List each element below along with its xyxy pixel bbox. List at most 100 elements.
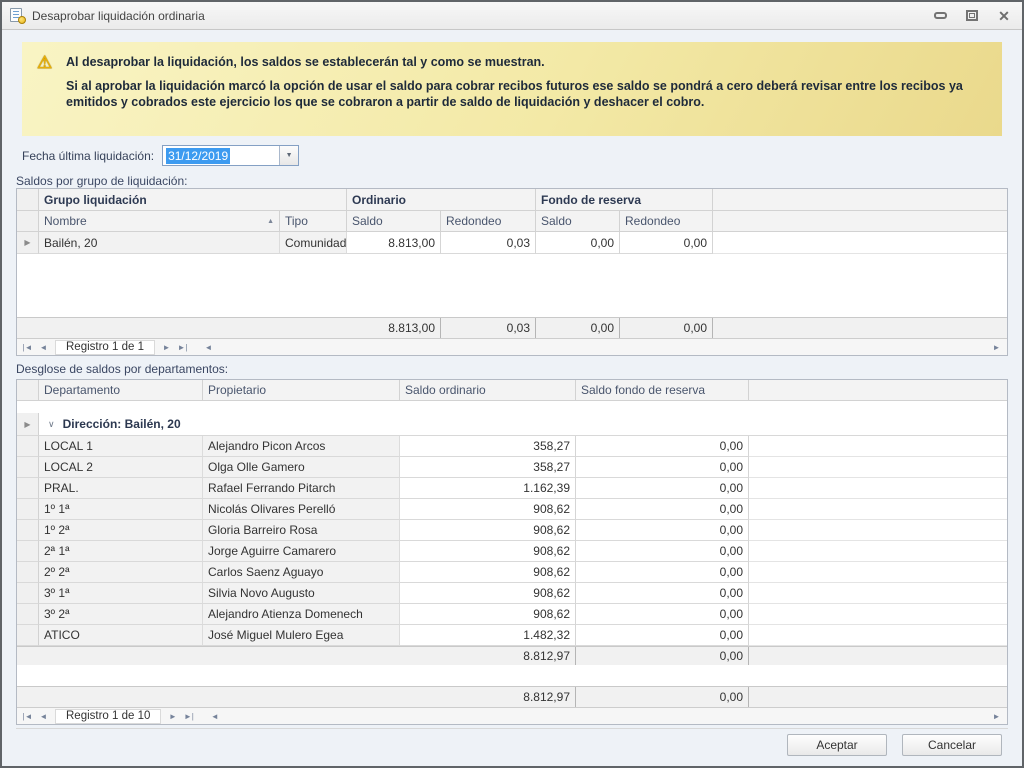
group-header-row[interactable]: ▶ ∨ Dirección: Bailén, 20 bbox=[17, 413, 1007, 436]
grid-empty-area bbox=[17, 254, 1007, 317]
departments-grid-header-row: Departamento Propietario Saldo ordinario… bbox=[17, 380, 1007, 401]
scroll-left-icon: ◄ bbox=[204, 342, 213, 352]
cell-saldo-ordinario: 1.482,32 bbox=[400, 625, 576, 646]
cell-tipo: Comunidad bbox=[280, 232, 347, 254]
band-ordinario[interactable]: Ordinario bbox=[347, 189, 536, 211]
first-record-button[interactable]: |◄ bbox=[21, 709, 34, 724]
departments-grid: Departamento Propietario Saldo ordinario… bbox=[16, 379, 1008, 725]
last-record-icon: ►| bbox=[177, 342, 188, 352]
row-indicator bbox=[17, 520, 39, 541]
band-fondo-de-reserva[interactable]: Fondo de reserva bbox=[536, 189, 713, 211]
next-record-button[interactable]: ► bbox=[166, 709, 179, 724]
hscroll-left-button[interactable]: ◄ bbox=[202, 340, 215, 355]
cell-saldo-ordinario: 358,27 bbox=[400, 457, 576, 478]
cell-saldo-ordinario: 908,62 bbox=[400, 520, 576, 541]
hscroll-right-button[interactable]: ► bbox=[990, 709, 1003, 724]
row-indicator-icon: ▶ bbox=[24, 419, 31, 429]
grand-total-saldo-fondo: 0,00 bbox=[576, 687, 749, 707]
next-record-button[interactable]: ► bbox=[160, 340, 173, 355]
cell-saldo-ordinario: 908,62 bbox=[400, 562, 576, 583]
indicator-header bbox=[17, 380, 39, 401]
cell-saldo-fondo: 0,00 bbox=[576, 541, 749, 562]
table-row[interactable]: 3º 1ª Silvia Novo Augusto 908,62 0,00 bbox=[17, 583, 1007, 604]
date-dropdown-button[interactable]: ▼ bbox=[279, 146, 299, 165]
column-header-nombre[interactable]: Nombre ▲ bbox=[39, 211, 280, 232]
table-row[interactable]: 2ª 1ª Jorge Aguirre Camarero 908,62 0,00 bbox=[17, 541, 1007, 562]
cell-saldo-fondo: 0,00 bbox=[576, 478, 749, 499]
first-record-button[interactable]: |◄ bbox=[21, 340, 34, 355]
table-row[interactable]: 1º 2ª Gloria Barreiro Rosa 908,62 0,00 bbox=[17, 520, 1007, 541]
header-filler bbox=[713, 211, 1007, 232]
table-row[interactable]: PRAL. Rafael Ferrando Pitarch 1.162,39 0… bbox=[17, 478, 1007, 499]
column-header-propietario[interactable]: Propietario bbox=[203, 380, 400, 401]
column-header-saldo-ordinario[interactable]: Saldo ordinario bbox=[400, 380, 576, 401]
last-record-icon: ►| bbox=[183, 711, 194, 721]
grid-top-spacer bbox=[17, 401, 1007, 413]
date-input[interactable]: 31/12/2019 bbox=[163, 146, 279, 165]
column-header-saldo-ordinario[interactable]: Saldo bbox=[347, 211, 441, 232]
cell-propietario: Gloria Barreiro Rosa bbox=[203, 520, 400, 541]
table-row[interactable]: 3º 2ª Alejandro Atienza Domenech 908,62 … bbox=[17, 604, 1007, 625]
indicator-header bbox=[17, 211, 39, 232]
restore-button[interactable] bbox=[964, 8, 980, 24]
cell-nombre: Bailén, 20 bbox=[39, 232, 280, 254]
next-record-icon: ► bbox=[168, 711, 177, 721]
group-header-text: Dirección: Bailén, 20 bbox=[62, 417, 181, 431]
previous-record-button[interactable]: ◄ bbox=[37, 709, 50, 724]
table-row[interactable]: 2º 2ª Carlos Saenz Aguayo 908,62 0,00 bbox=[17, 562, 1007, 583]
date-editor[interactable]: 31/12/2019 ▼ bbox=[162, 145, 300, 166]
cell-saldo-fondo: 0,00 bbox=[576, 457, 749, 478]
group-header-cell[interactable]: ∨ Dirección: Bailén, 20 bbox=[39, 413, 1007, 436]
column-header-saldo-fondo[interactable]: Saldo fondo de reserva bbox=[576, 380, 749, 401]
close-icon: ✕ bbox=[998, 7, 1010, 24]
accept-button[interactable]: Aceptar bbox=[787, 734, 887, 756]
collapse-group-icon[interactable]: ∨ bbox=[48, 418, 55, 429]
cell-departamento: PRAL. bbox=[39, 478, 203, 499]
cell-propietario: Alejandro Picon Arcos bbox=[203, 436, 400, 457]
dialog-content: ⚠ Al desaprobar la liquidación, los sald… bbox=[2, 30, 1022, 766]
cancel-button[interactable]: Cancelar bbox=[902, 734, 1002, 756]
table-row[interactable]: ATICO José Miguel Mulero Egea 1.482,32 0… bbox=[17, 625, 1007, 646]
previous-record-button[interactable]: ◄ bbox=[37, 340, 50, 355]
restore-icon bbox=[966, 10, 978, 21]
table-row[interactable]: 1º 1ª Nicolás Olivares Perelló 908,62 0,… bbox=[17, 499, 1007, 520]
cell-departamento: LOCAL 2 bbox=[39, 457, 203, 478]
next-record-icon: ► bbox=[162, 342, 171, 352]
table-row[interactable]: LOCAL 1 Alejandro Picon Arcos 358,27 0,0… bbox=[17, 436, 1007, 457]
row-indicator bbox=[17, 499, 39, 520]
cell-redondeo-ordinario: 0,03 bbox=[441, 232, 536, 254]
cell-saldo-ordinario: 908,62 bbox=[400, 604, 576, 625]
row-indicator bbox=[17, 604, 39, 625]
filler-cell bbox=[749, 562, 1007, 583]
hscroll-right-button[interactable]: ► bbox=[990, 340, 1003, 355]
total-redondeo-ordinario: 0,03 bbox=[441, 318, 536, 338]
cell-departamento: 1º 2ª bbox=[39, 520, 203, 541]
chevron-down-icon: ▼ bbox=[285, 152, 293, 159]
table-row[interactable]: LOCAL 2 Olga Olle Gamero 358,27 0,00 bbox=[17, 457, 1007, 478]
cell-redondeo-fondo: 0,00 bbox=[620, 232, 713, 254]
warning-line1: Al desaprobar la liquidación, los saldos… bbox=[66, 55, 545, 69]
column-header-saldo-fondo[interactable]: Saldo bbox=[536, 211, 620, 232]
column-header-redondeo-ordinario[interactable]: Redondeo bbox=[441, 211, 536, 232]
column-header-departamento[interactable]: Departamento bbox=[39, 380, 203, 401]
last-record-button[interactable]: ►| bbox=[176, 340, 189, 355]
column-header-tipo[interactable]: Tipo bbox=[280, 211, 347, 232]
column-header-redondeo-fondo[interactable]: Redondeo bbox=[620, 211, 713, 232]
row-indicator bbox=[17, 562, 39, 583]
last-record-button[interactable]: ►| bbox=[182, 709, 195, 724]
row-indicator: ▶ bbox=[17, 413, 39, 436]
cell-departamento: 2ª 1ª bbox=[39, 541, 203, 562]
header-filler bbox=[749, 380, 1007, 401]
hscroll-left-button[interactable]: ◄ bbox=[208, 709, 221, 724]
total-saldo-ordinario: 8.813,00 bbox=[347, 318, 441, 338]
close-button[interactable]: ✕ bbox=[996, 8, 1012, 24]
band-grupo-liquidacion[interactable]: Grupo liquidación bbox=[39, 189, 347, 211]
group-total-saldo-fondo: 0,00 bbox=[576, 647, 749, 665]
window-title: Desaprobar liquidación ordinaria bbox=[32, 8, 205, 23]
minimize-button[interactable] bbox=[932, 8, 948, 24]
grand-total-saldo-ordinario: 8.812,97 bbox=[400, 687, 576, 707]
row-indicator bbox=[17, 457, 39, 478]
table-row[interactable]: ▶ Bailén, 20 Comunidad 8.813,00 0,03 0,0… bbox=[17, 232, 1007, 254]
filler-cell bbox=[749, 583, 1007, 604]
date-field-label: Fecha última liquidación: bbox=[22, 148, 155, 163]
